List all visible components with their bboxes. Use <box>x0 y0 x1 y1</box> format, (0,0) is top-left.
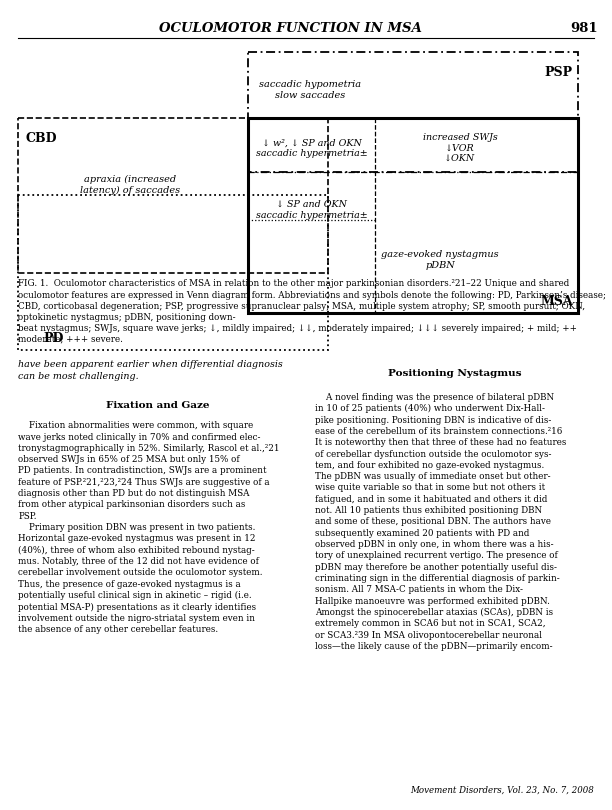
Text: ↓ w², ↓ SP and OKN
saccadic hypermetria±: ↓ w², ↓ SP and OKN saccadic hypermetria± <box>256 139 368 158</box>
Text: OCULOMOTOR FUNCTION IN MSA: OCULOMOTOR FUNCTION IN MSA <box>159 22 422 35</box>
Bar <box>248 118 578 313</box>
Text: increased SWJs
↓VOR
↓OKN: increased SWJs ↓VOR ↓OKN <box>423 133 498 163</box>
Text: CBD: CBD <box>26 132 58 145</box>
Text: FIG. 1.  Oculomotor characteristics of MSA in relation to the other major parkin: FIG. 1. Oculomotor characteristics of MS… <box>18 279 606 344</box>
Bar <box>18 195 328 350</box>
Text: have been apparent earlier when differential diagnosis
can be most challenging.: have been apparent earlier when differen… <box>18 360 283 381</box>
Text: saccadic hypometria
slow saccades: saccadic hypometria slow saccades <box>259 80 361 100</box>
Text: gaze-evoked nystagmus
pDBN: gaze-evoked nystagmus pDBN <box>381 250 499 270</box>
Text: Fixation and Gaze: Fixation and Gaze <box>106 401 209 410</box>
Bar <box>18 118 328 273</box>
Bar <box>248 52 578 172</box>
Text: 981: 981 <box>570 22 598 35</box>
Text: PD: PD <box>43 332 64 345</box>
Text: Positioning Nystagmus: Positioning Nystagmus <box>387 369 521 377</box>
Text: apraxia (increased
latency) of saccades: apraxia (increased latency) of saccades <box>80 175 180 195</box>
Text: PSP: PSP <box>545 66 573 79</box>
Text: ↓ SP and OKN
saccadic hypermetria±: ↓ SP and OKN saccadic hypermetria± <box>256 200 368 220</box>
Text: MSA: MSA <box>540 295 573 308</box>
Text: A novel finding was the presence of bilateral pDBN
in 10 of 25 patients (40%) wh: A novel finding was the presence of bila… <box>315 393 567 651</box>
Text: Movement Disorders, Vol. 23, No. 7, 2008: Movement Disorders, Vol. 23, No. 7, 2008 <box>410 785 594 795</box>
Text: Fixation abnormalities were common, with square
wave jerks noted clinically in 7: Fixation abnormalities were common, with… <box>18 421 280 634</box>
